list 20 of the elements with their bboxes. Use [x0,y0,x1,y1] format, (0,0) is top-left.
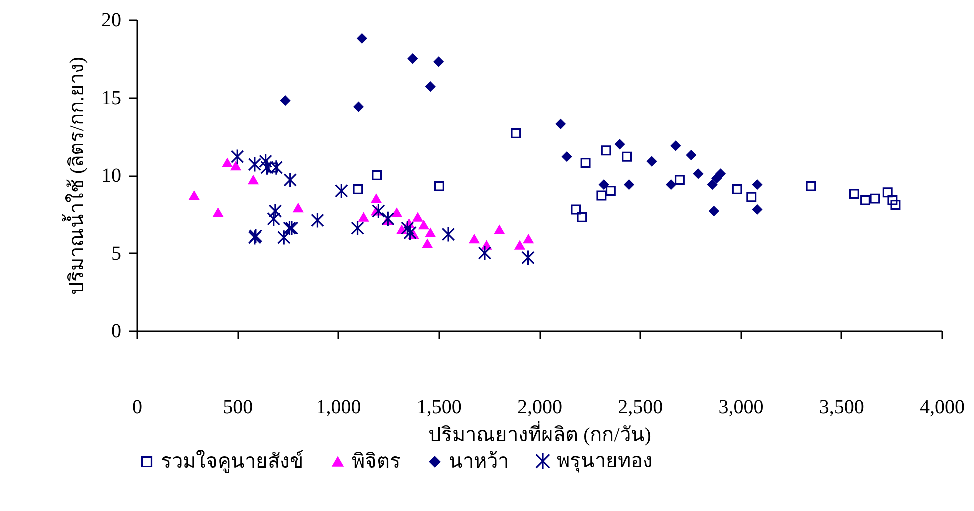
y-tick-label: 10 [102,165,122,187]
x-tick-label: 3,500 [819,396,864,418]
legend-label: พิจิตร [352,451,401,473]
y-tick-label: 0 [112,320,122,342]
x-tick-label: 4,000 [920,396,965,418]
x-tick-label: 2,000 [518,396,562,418]
x-axis-title: ปริมาณยางที่ผลิต (กก/วัน) [428,420,652,446]
x-tick-label: 500 [223,396,254,418]
y-tick-label: 15 [102,87,122,110]
x-tick-label: 1,500 [416,396,462,418]
x-tick-label: 1,000 [316,396,362,418]
y-tick-label: 5 [112,242,122,265]
x-tick-label: 2,500 [618,396,664,418]
y-axis-title: ปริมาณน้ำใช้ (ลิตร/กก.ยาง) [62,57,88,295]
x-tick-label: 0 [132,396,142,418]
legend-label: รวมใจคูนายสังข์ [161,450,304,474]
y-tick-label: 20 [102,10,122,32]
x-tick-label: 3,000 [718,396,764,418]
legend-label: นาหว้า [449,451,509,473]
legend-label: พรุนายทอง [557,450,653,474]
